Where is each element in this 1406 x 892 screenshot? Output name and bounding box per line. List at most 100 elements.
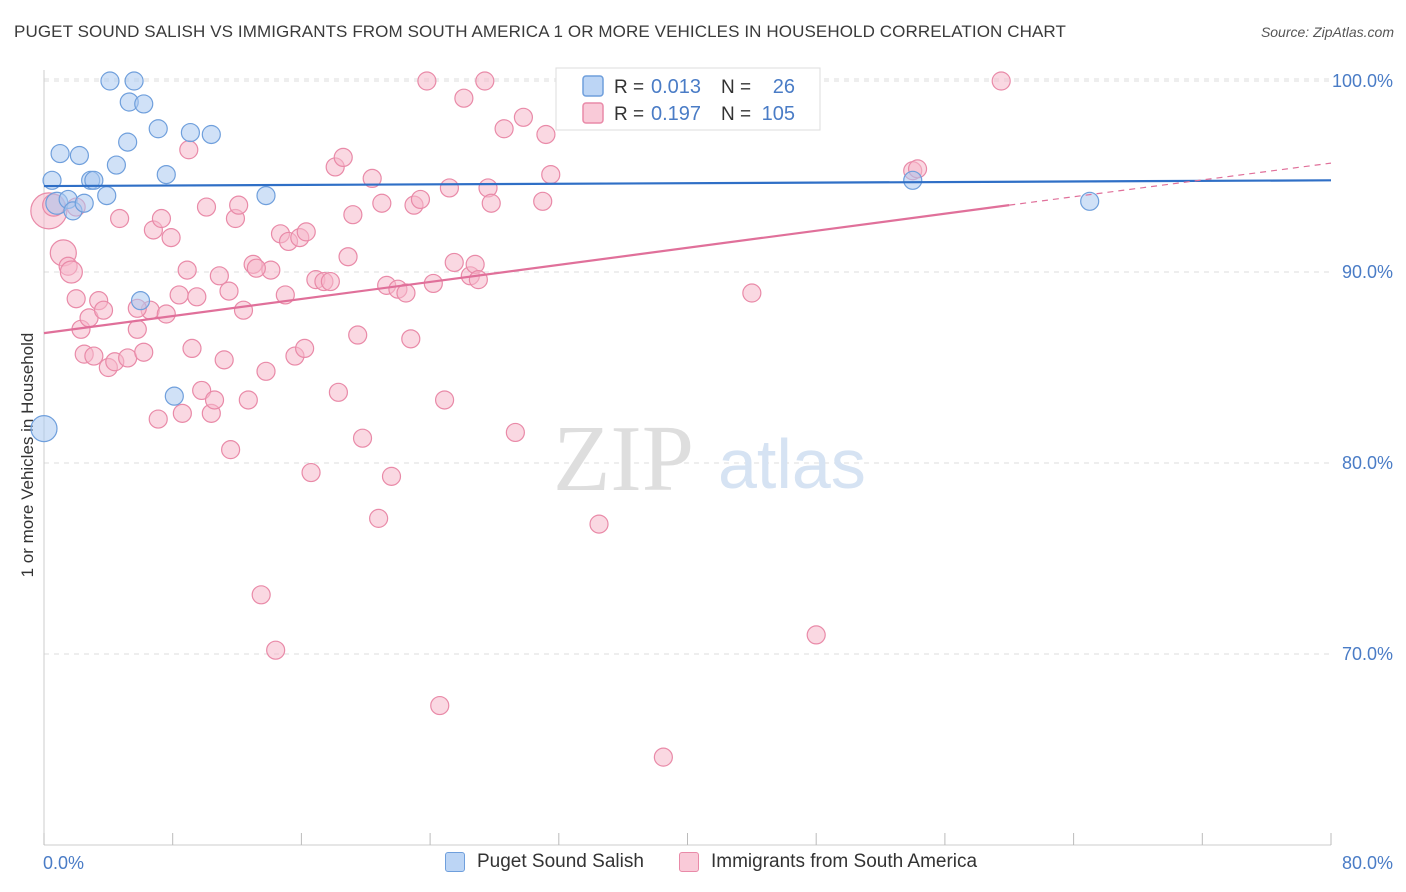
pink-point-21 — [151, 208, 172, 229]
grid-lines — [44, 78, 1331, 655]
pink-point-23 — [161, 228, 181, 248]
pink-point-69 — [401, 329, 421, 349]
pink-trend-line-extension — [1009, 162, 1332, 206]
stats-n-label-pink: N = — [721, 104, 751, 125]
pink-point-26 — [177, 260, 197, 280]
pink-point-41 — [251, 585, 271, 605]
pink-point-102 — [219, 281, 239, 301]
pink-point-77 — [444, 252, 464, 273]
pink-trend-line — [43, 204, 1010, 335]
y-tick-label-100: 100.0% — [1332, 71, 1393, 91]
pink-point-22 — [156, 304, 176, 324]
pink-point-60 — [348, 325, 368, 345]
pink-point-61 — [352, 428, 373, 448]
watermark: ZIP atlas — [553, 407, 866, 511]
pink-point-44 — [266, 640, 286, 660]
pink-point-71 — [410, 189, 431, 210]
legend-label-puget-sound-salish: Puget Sound Salish — [477, 851, 644, 872]
blue-point-10 — [97, 186, 117, 206]
pink-point-66 — [381, 466, 402, 486]
pink-point-57 — [333, 147, 353, 167]
blue-point-22 — [201, 124, 221, 145]
blue-point-6 — [69, 145, 89, 166]
pink-point-37 — [229, 195, 249, 215]
stats-n-value-pink: 105 — [762, 103, 795, 125]
pink-point-14 — [110, 208, 130, 229]
pink-point-93 — [653, 747, 673, 767]
stats-r-value-pink: 0.197 — [651, 103, 701, 125]
stats-n-label-blue: N = — [721, 77, 751, 98]
tick-labels: 70.0% 80.0% 90.0% 100.0% 0.0% 80.0% — [43, 71, 1393, 873]
blue-point-24 — [903, 170, 923, 190]
y-tick-label-90: 90.0% — [1342, 262, 1393, 282]
chart-title: PUGET SOUND SALISH VS IMMIGRANTS FROM SO… — [14, 22, 1066, 41]
pink-point-68 — [396, 283, 416, 303]
watermark-atlas: atlas — [718, 425, 866, 503]
pink-point-29 — [192, 380, 212, 401]
pink-point-33 — [209, 266, 229, 286]
blue-point-25 — [1080, 191, 1100, 211]
pink-point-84 — [481, 193, 501, 213]
legend-item-puget-sound-salish[interactable]: Puget Sound Salish — [445, 851, 644, 873]
blue-point-19 — [156, 164, 176, 185]
blue-point-16 — [134, 94, 154, 114]
pink-point-86 — [505, 422, 525, 443]
pink-point-89 — [536, 124, 556, 145]
pink-point-94 — [742, 283, 762, 303]
pink-point-9 — [84, 346, 104, 366]
pink-point-27 — [182, 338, 202, 358]
y-tick-label-80: 80.0% — [1342, 453, 1393, 473]
pink-point-25 — [172, 403, 192, 423]
pink-point-76 — [439, 178, 460, 198]
pink-point-24 — [169, 285, 189, 305]
legend-swatch-blue — [445, 852, 465, 872]
pink-point-54 — [320, 271, 340, 292]
pink-point-58 — [338, 247, 358, 267]
blue-trend-line — [43, 179, 1332, 188]
pink-point-81 — [468, 270, 488, 290]
pink-point-42 — [256, 361, 276, 381]
blue-point-15 — [124, 71, 144, 91]
y-tick-label-70: 70.0% — [1342, 644, 1393, 664]
blue-point-18 — [148, 119, 168, 139]
watermark-zip: ZIP — [553, 407, 694, 511]
legend-item-immigrants-south-america[interactable]: Immigrants from South America — [679, 851, 977, 873]
pink-point-28 — [187, 287, 207, 307]
pink-point-78 — [454, 88, 474, 108]
pink-point-30 — [196, 197, 217, 217]
blue-point-7 — [74, 193, 94, 213]
pink-point-104 — [296, 222, 316, 242]
pink-point-59 — [343, 205, 363, 225]
pink-point-34 — [214, 350, 234, 370]
legend-swatch-pink — [679, 852, 699, 872]
pink-point-85 — [494, 119, 514, 139]
blue-series-points — [30, 71, 1100, 443]
blue-point-23 — [256, 186, 276, 206]
pink-point-16 — [127, 319, 147, 339]
blue-point-0 — [30, 415, 58, 443]
stats-swatch-pink — [582, 102, 604, 124]
pink-point-11 — [93, 300, 114, 320]
pink-point-35 — [221, 440, 241, 460]
pink-point-98 — [991, 71, 1011, 91]
pink-point-4 — [59, 260, 83, 284]
pink-point-95 — [806, 625, 826, 645]
pink-point-72 — [417, 71, 437, 91]
pink-point-75 — [434, 390, 455, 410]
pink-point-38 — [233, 300, 254, 320]
trend-lines — [43, 162, 1332, 335]
blue-point-21 — [180, 122, 200, 143]
pink-point-87 — [513, 107, 534, 127]
pink-point-73 — [423, 273, 443, 294]
pink-point-15 — [118, 348, 138, 368]
pink-point-62 — [362, 168, 382, 189]
stats-r-value-blue: 0.013 — [651, 76, 701, 98]
pink-point-88 — [533, 191, 553, 211]
stats-r-label-blue: R = — [614, 77, 644, 98]
legend-label-immigrants-south-america: Immigrants from South America — [711, 851, 978, 872]
pink-point-51 — [301, 462, 321, 483]
pink-point-20 — [148, 409, 168, 429]
blue-point-13 — [118, 132, 138, 152]
pink-point-101 — [179, 140, 199, 160]
